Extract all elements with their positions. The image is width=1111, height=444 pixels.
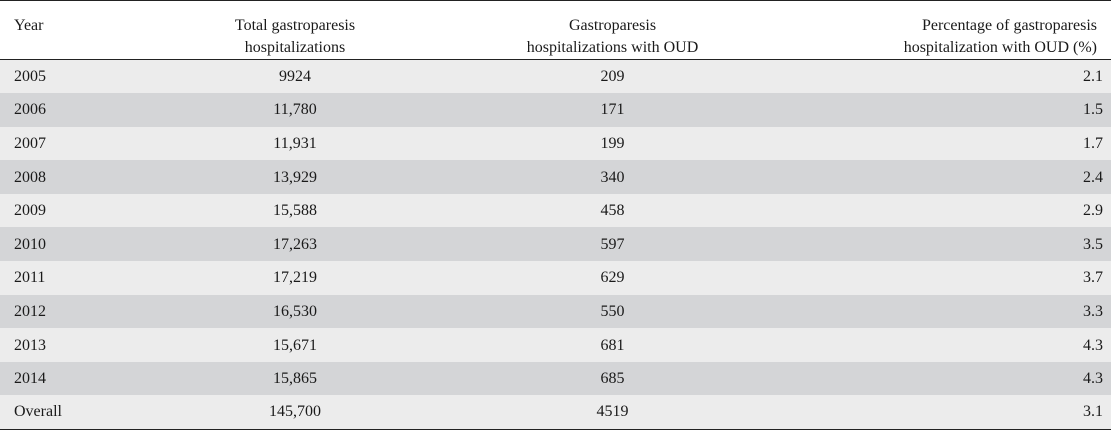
oud-hospitalizations-cell: 681 [420, 328, 805, 362]
oud-hospitalizations-cell: 629 [420, 261, 805, 295]
total-hospitalizations-cell: 15,588 [170, 193, 420, 228]
total-hospitalizations-cell: 9924 [170, 59, 420, 94]
header-year: Year [0, 0, 170, 60]
table-row: 2006 11,780 171 1.5 [0, 93, 1111, 127]
percentage-oud-cell: 1.5 [805, 93, 1111, 127]
percentage-oud-cell: 2.1 [805, 59, 1111, 94]
percentage-oud-cell: 3.7 [805, 261, 1111, 295]
percentage-oud-cell: 4.3 [805, 328, 1111, 362]
table-row: 2012 16,530 550 3.3 [0, 294, 1111, 329]
table-row: 2013 15,671 681 4.3 [0, 328, 1111, 362]
header-total-line-2: hospitalizations [244, 39, 346, 56]
oud-hospitalizations-cell: 685 [420, 361, 805, 396]
table-row: 2014 15,865 685 4.3 [0, 361, 1111, 396]
total-hospitalizations-cell: 17,219 [170, 261, 420, 295]
table-row: 2009 15,588 458 2.9 [0, 193, 1111, 228]
year-cell: 2013 [0, 328, 170, 362]
total-hospitalizations-cell: 15,865 [170, 361, 420, 396]
percentage-oud-cell: 3.5 [805, 227, 1111, 262]
header-oud-line-1: Gastroparesis [568, 17, 657, 34]
header-total-hospitalizations: Total gastroparesis hospitalizations [170, 0, 420, 60]
header-total-line-1: Total gastroparesis [234, 17, 356, 34]
total-hospitalizations-cell: 11,931 [170, 126, 420, 161]
table-row: 2007 11,931 199 1.7 [0, 126, 1111, 161]
total-hospitalizations-cell: 145,700 [170, 395, 420, 430]
year-cell: 2007 [0, 126, 170, 161]
year-cell: 2011 [0, 261, 170, 295]
header-percentage-oud: Percentage of gastroparesis hospitalizat… [805, 0, 1111, 60]
table-body: 2005 9924 209 2.1 2006 11,780 171 1.5 2007 11,931… [0, 59, 1111, 430]
percentage-oud-cell: 1.7 [805, 126, 1111, 161]
year-cell: 2009 [0, 193, 170, 228]
header-pct-line-2: hospitalization with OUD (%) [903, 39, 1097, 56]
header-row: Year Total gastroparesis hospitalization… [0, 0, 1111, 60]
table-row: 2008 13,929 340 2.4 [0, 160, 1111, 194]
table-row: 2005 9924 209 2.1 [0, 59, 1111, 94]
year-cell: 2014 [0, 361, 170, 396]
oud-hospitalizations-cell: 550 [420, 294, 805, 329]
oud-hospitalizations-cell: 209 [420, 59, 805, 94]
total-hospitalizations-cell: 11,780 [170, 93, 420, 127]
oud-hospitalizations-cell: 4519 [420, 395, 805, 430]
oud-hospitalizations-cell: 340 [420, 160, 805, 194]
percentage-oud-cell: 2.9 [805, 193, 1111, 228]
table-row: 2010 17,263 597 3.5 [0, 227, 1111, 262]
year-cell: 2012 [0, 294, 170, 329]
header-oud-hospitalizations: Gastroparesis hospitalizations with OUD [420, 0, 805, 60]
year-cell: Overall [0, 395, 170, 430]
total-hospitalizations-cell: 16,530 [170, 294, 420, 329]
oud-hospitalizations-cell: 199 [420, 126, 805, 161]
percentage-oud-cell: 4.3 [805, 361, 1111, 396]
total-hospitalizations-cell: 17,263 [170, 227, 420, 262]
oud-hospitalizations-cell: 458 [420, 193, 805, 228]
total-hospitalizations-cell: 15,671 [170, 328, 420, 362]
year-cell: 2005 [0, 59, 170, 94]
oud-hospitalizations-cell: 597 [420, 227, 805, 262]
table-header: Year Total gastroparesis hospitalization… [0, 0, 1111, 60]
year-cell: 2008 [0, 160, 170, 194]
percentage-oud-cell: 2.4 [805, 160, 1111, 194]
total-hospitalizations-cell: 13,929 [170, 160, 420, 194]
data-table: Year Total gastroparesis hospitalization… [0, 0, 1111, 430]
percentage-oud-cell: 3.1 [805, 395, 1111, 430]
oud-hospitalizations-cell: 171 [420, 93, 805, 127]
header-year-label: Year [14, 17, 44, 34]
percentage-oud-cell: 3.3 [805, 294, 1111, 329]
year-cell: 2010 [0, 227, 170, 262]
table-row-overall: Overall 145,700 4519 3.1 [0, 395, 1111, 430]
table-row: 2011 17,219 629 3.7 [0, 261, 1111, 295]
year-cell: 2006 [0, 93, 170, 127]
header-oud-line-2: hospitalizations with OUD [526, 39, 699, 56]
header-pct-line-1: Percentage of gastroparesis [921, 17, 1097, 34]
